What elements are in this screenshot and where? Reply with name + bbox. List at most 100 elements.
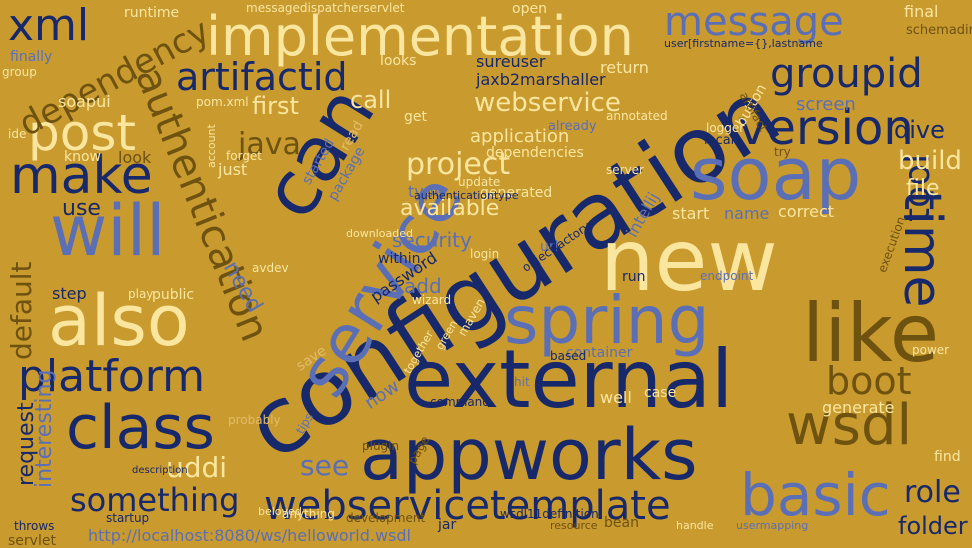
cloud-word: soapui [58, 92, 111, 111]
cloud-word: soap [690, 132, 862, 216]
cloud-word: default [5, 261, 38, 360]
cloud-word: within [378, 251, 421, 267]
cloud-word: make [10, 146, 153, 206]
cloud-word: name [724, 204, 770, 223]
cloud-word: groupid [770, 51, 923, 97]
cloud-word: container [566, 345, 633, 361]
cloud-word: bean [604, 515, 639, 531]
cloud-word: messagedispatcherservlet [246, 1, 405, 15]
cloud-word: already [548, 119, 597, 134]
cloud-word: type [408, 182, 444, 201]
cloud-word: login [470, 247, 500, 261]
cloud-word: new [600, 211, 778, 311]
cloud-word: project [406, 147, 511, 182]
cloud-word: message [664, 0, 844, 45]
cloud-word: sureuser [476, 52, 546, 71]
cloud-word: try [774, 145, 791, 159]
cloud-word: dependencies [486, 145, 584, 161]
cloud-word: servlet [8, 533, 56, 548]
cloud-word: ide [8, 127, 27, 141]
cloud-word: class [66, 393, 215, 463]
cloud-word: open [512, 1, 547, 17]
cloud-word: startup [106, 511, 150, 525]
cloud-word: user[firstname={},lastname [664, 37, 823, 50]
cloud-word: command [430, 395, 490, 409]
cloud-word: annotated [606, 109, 668, 123]
cloud-word: return [600, 58, 649, 77]
cloud-word: build [898, 146, 962, 176]
cloud-word: webservice [474, 88, 621, 118]
cloud-word: authenticationtype [414, 189, 519, 202]
cloud-word: description [132, 465, 188, 476]
cloud-word: spring [504, 282, 710, 359]
cloud-word: external [404, 333, 734, 426]
cloud-word: local [704, 133, 735, 148]
cloud-word: looks [380, 53, 417, 69]
cloud-word: anything [282, 507, 335, 521]
cloud-word: url [540, 239, 559, 255]
cloud-word: public [152, 287, 195, 303]
cloud-word: screen [796, 94, 856, 115]
cloud-word: get [404, 109, 427, 125]
cloud-word: folder [898, 512, 968, 540]
cloud-word: logger [706, 121, 745, 135]
cloud-word: will [50, 190, 166, 272]
cloud-word: call [350, 86, 392, 114]
cloud-word: throws [14, 519, 55, 533]
cloud-word: hit [514, 375, 530, 389]
cloud-word: uddi [166, 451, 228, 484]
cloud-word: webservicetemplate [264, 483, 671, 529]
cloud-word: security [392, 228, 472, 252]
cloud-word: see [300, 449, 350, 482]
cloud-word: jaxb2marshaller [476, 70, 606, 89]
cloud-word: jar [438, 517, 457, 533]
cloud-word: look [118, 148, 152, 167]
cloud-word: plugin [362, 439, 400, 453]
cloud-word: something [70, 481, 240, 519]
cloud-word: pom.xml [196, 95, 249, 109]
cloud-word: run [622, 269, 646, 285]
cloud-word: based [550, 349, 587, 363]
cloud-word: forget [226, 149, 262, 163]
cloud-word: interesting [32, 369, 57, 488]
cloud-word: post [28, 104, 136, 162]
cloud-word: case [644, 385, 677, 401]
cloud-word: power [912, 343, 950, 357]
cloud-word: role [904, 475, 961, 510]
cloud-word: well [600, 388, 632, 407]
cloud-word: just [218, 160, 248, 179]
cloud-word: start [672, 204, 710, 223]
cloud-word: runtime [124, 5, 180, 21]
cloud-word: file [906, 176, 940, 201]
cloud-word: avdev [252, 261, 289, 275]
cloud-word: add [404, 274, 442, 298]
cloud-word: xml [8, 0, 90, 51]
cloud-word: like [802, 287, 940, 380]
cloud-word: endpoint [700, 269, 754, 283]
cloud-word: use [62, 196, 101, 221]
cloud-word: wizard [412, 293, 452, 307]
cloud-word: generate [822, 398, 895, 417]
cloud-word: development [346, 511, 426, 525]
cloud-word: step [52, 284, 87, 303]
cloud-word: resource [550, 519, 598, 532]
cloud-word: server [606, 163, 644, 177]
cloud-word: downloaded [346, 227, 413, 240]
cloud-word: find [934, 449, 961, 465]
cloud-word: group [2, 65, 37, 79]
cloud-word: also [48, 280, 190, 362]
cloud-word: handle [676, 519, 714, 532]
cloud-word: available [400, 196, 500, 221]
cloud-word: know [64, 149, 101, 165]
cloud-word: play [128, 287, 154, 301]
cloud-word: correct [778, 202, 835, 221]
cloud-word: http://localhost:8080/ws/helloworld.wsdl [88, 526, 411, 545]
cloud-word: first [252, 92, 299, 120]
cloud-word: wsdl11definition [500, 507, 599, 521]
cloud-word: version [738, 100, 914, 156]
cloud-word: java [238, 127, 301, 162]
cloud-word: account [205, 124, 218, 168]
cloud-word: probably [228, 413, 281, 427]
cloud-word: boot [826, 359, 912, 403]
